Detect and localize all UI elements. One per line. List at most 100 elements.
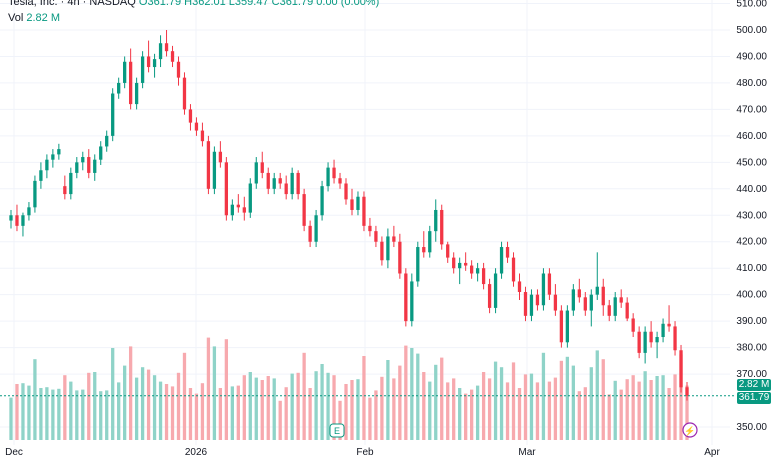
candle-body (230, 204, 234, 216)
alert-marker[interactable]: ⚡ (682, 422, 698, 438)
volume-bar (218, 388, 223, 440)
candle-body (128, 61, 133, 105)
volume-bar (248, 372, 252, 440)
volume-bar (440, 357, 444, 440)
volume-bar (188, 388, 193, 440)
volume-bar (523, 374, 528, 440)
candle-body (416, 247, 420, 282)
price-tick-label: 410.00 (736, 263, 767, 274)
candle-body (655, 337, 659, 343)
last-price-badge: 361.79 (737, 392, 771, 404)
last-volume-badge: 2.82 M (737, 379, 771, 391)
volume-bar (493, 361, 498, 440)
candle-body (547, 273, 552, 295)
candle-body (362, 196, 366, 226)
volume-bar (320, 364, 324, 440)
candle-body (619, 297, 623, 303)
candle-body (296, 172, 300, 195)
candle-body (487, 284, 492, 308)
candle-body (87, 157, 91, 173)
candle-body (158, 43, 163, 60)
volume-bar (200, 383, 205, 440)
volume-bar (452, 378, 456, 440)
legend-symbol[interactable]: Tesla, Inc. (8, 0, 58, 8)
candle-body (57, 149, 61, 155)
candle-body (595, 286, 599, 295)
price-tick-label: 470.00 (736, 104, 767, 115)
volume-bar (93, 372, 97, 440)
volume-bar (87, 372, 91, 440)
volume-bar (332, 375, 336, 440)
candle-body (81, 157, 85, 163)
volume-bar (344, 384, 348, 440)
price-tick-label: 450.00 (736, 157, 767, 168)
candle-body (260, 162, 264, 173)
volume-bar (212, 346, 217, 440)
candle-body (625, 302, 629, 319)
candle-body (434, 209, 438, 232)
volume-bar (464, 393, 468, 440)
candle-body (93, 159, 97, 173)
candle-body (134, 82, 139, 105)
volume-bar (140, 367, 145, 440)
candle-body (146, 56, 151, 68)
volume-bar (236, 385, 240, 440)
candle-body (440, 209, 444, 245)
volume-bar (123, 365, 127, 440)
volume-bar (368, 397, 372, 440)
candle-body (332, 167, 336, 179)
candle-body (374, 231, 378, 242)
candle-body (314, 215, 318, 242)
volume-bar (661, 375, 665, 440)
time-axis[interactable]: Dec 2026 Feb Mar Apr (5, 447, 720, 458)
candle-body (27, 207, 31, 216)
candle-body (613, 297, 617, 316)
volume-bar (475, 385, 480, 440)
candle-body (218, 151, 223, 163)
volume-bar (619, 389, 623, 440)
candle-body (380, 241, 384, 261)
volume-bar (643, 371, 647, 440)
candle-body (290, 172, 294, 195)
volume-bar (75, 390, 79, 440)
volume-bar (158, 381, 163, 440)
time-tick-label: 2026 (185, 447, 208, 458)
candle-body (481, 268, 486, 285)
volume-bar (685, 385, 689, 440)
price-tick-label: 400.00 (736, 290, 767, 301)
candle-body (499, 247, 504, 274)
price-tick-label: 490.00 (736, 51, 767, 62)
lightning-icon: ⚡ (684, 425, 695, 437)
candle-body (559, 310, 564, 343)
candle-body (320, 186, 324, 216)
candle-body (182, 77, 187, 110)
time-tick-label: Apr (704, 447, 720, 458)
candle-body (685, 387, 689, 396)
price-tick-label: 510.00 (736, 0, 767, 10)
volume-bar (529, 373, 534, 440)
volume-bar (278, 400, 282, 440)
legend-vol-value: 2.82 M (26, 12, 60, 24)
candle-body (410, 281, 414, 322)
volume-bar (314, 371, 318, 440)
candle-body (242, 207, 246, 213)
candle-body (248, 183, 252, 213)
candle-body (254, 162, 258, 184)
volume-bar (81, 389, 85, 440)
volume-bar (33, 359, 37, 440)
candle-body (140, 56, 145, 83)
volume-bar (224, 339, 229, 440)
volume-bar (63, 375, 67, 440)
volume-bar (45, 387, 49, 440)
volume-bar (111, 348, 115, 440)
time-tick-label: Dec (5, 447, 23, 458)
candle-body (188, 109, 193, 123)
candle-body (643, 331, 647, 353)
volume-bar (637, 381, 641, 440)
candle-body (368, 225, 372, 232)
volume-bar (27, 385, 31, 440)
volume-bar (57, 388, 61, 440)
price-axis[interactable]: 510.00 500.00 490.00 480.00 470.00 460.00 450.… (736, 0, 767, 433)
earnings-marker[interactable]: E (329, 423, 345, 438)
